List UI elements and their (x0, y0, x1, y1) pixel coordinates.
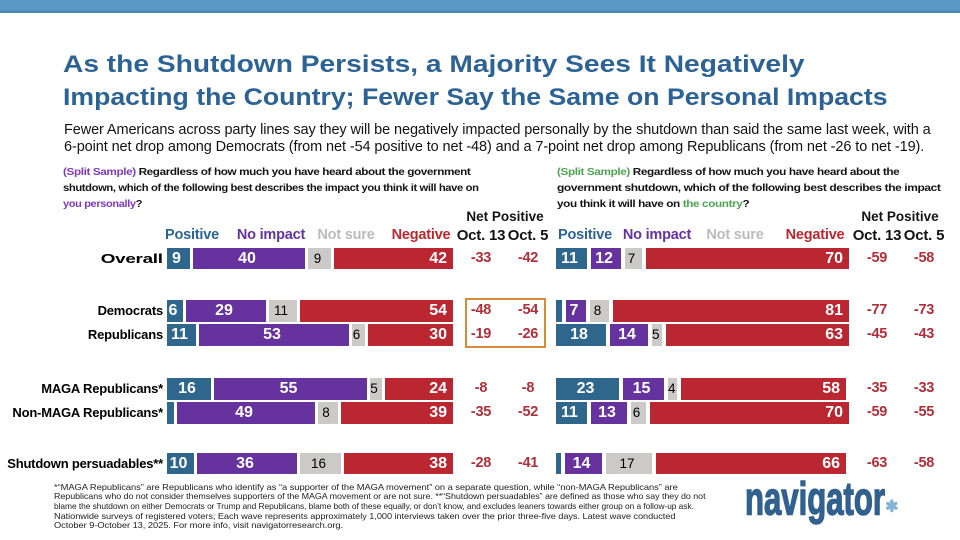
svg-text:navigator: navigator (745, 478, 885, 525)
